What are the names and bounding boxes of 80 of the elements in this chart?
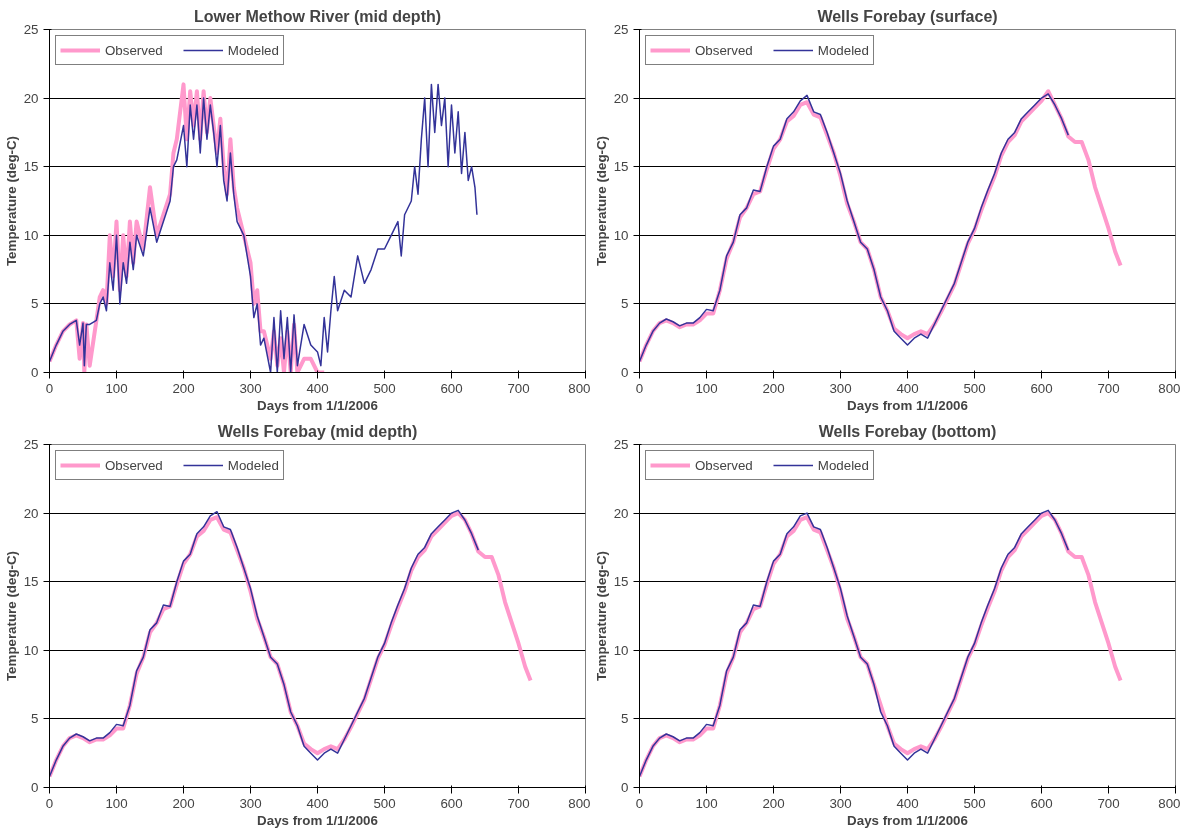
- y-tick-label: 25: [613, 22, 629, 37]
- legend-label: Modeled: [817, 457, 869, 473]
- y-tick-label: 20: [23, 90, 39, 106]
- chart-title: Wells Forebay (surface): [817, 7, 998, 25]
- y-tick-label: 25: [23, 437, 39, 452]
- x-tick-label: 0: [635, 380, 644, 396]
- legend-label: Observed: [105, 42, 163, 58]
- legend-label: Modeled: [817, 42, 869, 58]
- x-tick-label: 800: [568, 380, 591, 396]
- x-tick-label: 0: [45, 380, 54, 396]
- x-axis-title: Days from 1/1/2006: [847, 397, 968, 413]
- x-axis-title: Days from 1/1/2006: [257, 812, 378, 828]
- y-tick-label: 15: [613, 574, 629, 590]
- x-tick-label: 600: [440, 795, 463, 811]
- x-tick-label: 300: [239, 795, 262, 811]
- x-tick-label: 600: [1030, 380, 1053, 396]
- x-tick-label: 500: [373, 380, 396, 396]
- y-axis-title: Temperature (deg-C): [593, 550, 609, 682]
- x-tick-label: 800: [1158, 380, 1181, 396]
- legend-label: Modeled: [227, 457, 279, 473]
- x-tick-label: 200: [172, 795, 195, 811]
- x-tick-label: 400: [896, 795, 919, 811]
- x-tick-label: 400: [306, 795, 329, 811]
- y-tick-label: 10: [23, 227, 39, 243]
- y-tick-label: 25: [613, 437, 629, 452]
- legend-label: Modeled: [227, 42, 279, 58]
- y-axis-title: Temperature (deg-C): [593, 135, 609, 267]
- y-tick-label: 25: [23, 22, 39, 37]
- x-tick-label: 700: [1097, 795, 1120, 811]
- y-tick-label: 20: [613, 505, 629, 521]
- y-tick-label: 5: [621, 296, 629, 312]
- x-tick-label: 200: [762, 795, 785, 811]
- x-tick-label: 300: [829, 380, 852, 396]
- y-axis-title: Temperature (deg-C): [3, 550, 19, 682]
- y-tick-label: 15: [23, 159, 39, 175]
- y-tick-label: 5: [31, 711, 39, 727]
- y-tick-label: 10: [613, 642, 629, 658]
- x-tick-label: 200: [762, 380, 785, 396]
- y-tick-label: 10: [23, 642, 39, 658]
- x-tick-label: 600: [440, 380, 463, 396]
- x-tick-label: 700: [507, 380, 530, 396]
- x-tick-label: 0: [45, 795, 54, 811]
- legend-label: Observed: [105, 457, 163, 473]
- x-tick-label: 100: [695, 380, 718, 396]
- y-tick-label: 15: [23, 574, 39, 590]
- x-tick-label: 700: [507, 795, 530, 811]
- x-tick-label: 0: [635, 795, 644, 811]
- y-tick-label: 5: [621, 711, 629, 727]
- y-axis-title: Temperature (deg-C): [3, 135, 19, 267]
- legend-label: Observed: [695, 457, 753, 473]
- y-tick-label: 5: [31, 296, 39, 312]
- x-tick-label: 200: [172, 380, 195, 396]
- x-tick-label: 100: [695, 795, 718, 811]
- x-tick-label: 400: [306, 380, 329, 396]
- x-tick-label: 400: [896, 380, 919, 396]
- x-tick-label: 300: [829, 795, 852, 811]
- x-tick-label: 600: [1030, 795, 1053, 811]
- legend-label: Observed: [695, 42, 753, 58]
- x-axis-title: Days from 1/1/2006: [257, 397, 378, 413]
- x-tick-label: 700: [1097, 380, 1120, 396]
- chart-title: Wells Forebay (bottom): [818, 422, 997, 440]
- y-tick-label: 20: [613, 90, 629, 106]
- y-tick-label: 0: [31, 365, 39, 380]
- chart-title: Lower Methow River (mid depth): [193, 7, 442, 25]
- x-tick-label: 300: [239, 380, 262, 396]
- x-axis-title: Days from 1/1/2006: [847, 812, 968, 828]
- x-tick-label: 500: [373, 795, 396, 811]
- x-tick-label: 800: [1158, 795, 1181, 811]
- chart-title: Wells Forebay (mid depth): [217, 422, 418, 440]
- x-tick-label: 100: [105, 795, 128, 811]
- y-tick-label: 15: [613, 159, 629, 175]
- y-tick-label: 20: [23, 505, 39, 521]
- y-tick-label: 0: [621, 780, 629, 795]
- x-tick-label: 500: [963, 795, 986, 811]
- y-tick-label: 0: [31, 780, 39, 795]
- x-tick-label: 800: [568, 795, 591, 811]
- y-tick-label: 10: [613, 227, 629, 243]
- x-tick-label: 500: [963, 380, 986, 396]
- x-tick-label: 100: [105, 380, 128, 396]
- y-tick-label: 0: [621, 365, 629, 380]
